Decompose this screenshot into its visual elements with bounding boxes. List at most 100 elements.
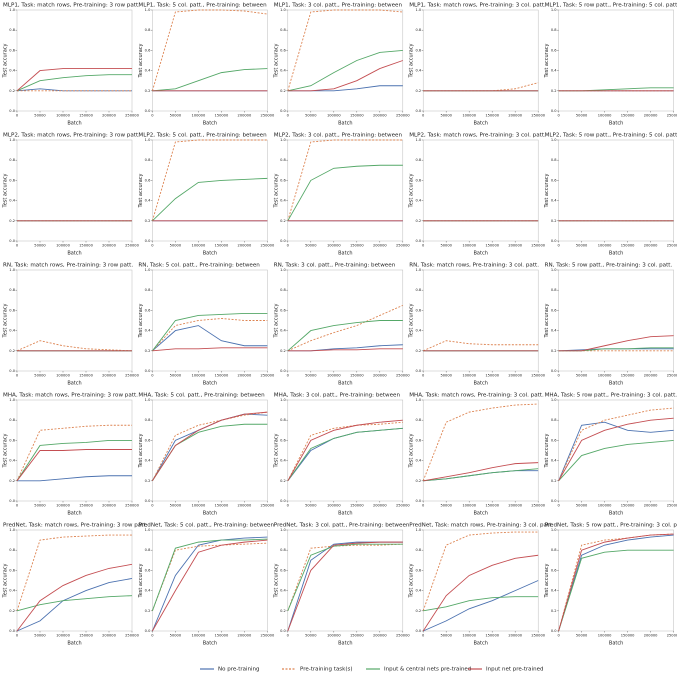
y-tick-label: 0.2 xyxy=(551,219,557,223)
x-tick-label: 150000 xyxy=(79,374,93,378)
y-tick-label: 0.6 xyxy=(9,568,15,572)
series-line xyxy=(16,74,132,92)
y-tick-label: 0.0 xyxy=(551,629,557,633)
y-tick-label: 1.0 xyxy=(9,398,15,402)
x-tick-label: 100000 xyxy=(56,504,70,508)
x-tick-label: 150000 xyxy=(79,114,93,118)
x-tick-label: 0 xyxy=(16,374,19,378)
y-tick-label: 0.8 xyxy=(415,28,421,32)
y-tick-label: 0.8 xyxy=(9,158,15,162)
y-tick-label: 1.0 xyxy=(415,528,421,532)
y-tick-label: 0.2 xyxy=(9,89,15,93)
series-line xyxy=(558,407,674,481)
chart-title: PredNet, Task: match rows, Pre-training:… xyxy=(409,523,553,529)
y-axis-label: Test accuracy xyxy=(138,303,144,338)
x-tick-label: 250000 xyxy=(531,374,545,378)
y-tick-label: 0.8 xyxy=(145,548,151,552)
y-tick-label: 0.4 xyxy=(9,329,15,333)
x-tick-label: 200000 xyxy=(508,634,522,638)
y-tick-label: 1.0 xyxy=(9,528,15,532)
series-line xyxy=(151,536,268,632)
x-axis-label: Batch xyxy=(338,121,352,127)
y-tick-label: 0.8 xyxy=(415,418,421,422)
x-tick-label: 150000 xyxy=(485,634,499,638)
x-tick-label: 0 xyxy=(287,504,290,508)
x-axis-label: Batch xyxy=(67,641,81,647)
series-line xyxy=(423,82,539,92)
y-axis-label: Test accuracy xyxy=(544,303,550,338)
x-tick-label: 150000 xyxy=(215,374,229,378)
y-tick-label: 0.6 xyxy=(145,308,151,312)
y-tick-label: 0.8 xyxy=(145,288,151,292)
chart-title: MLP2, Task: match rows, Pre-training: 3 … xyxy=(3,133,140,139)
x-tick-label: 250000 xyxy=(125,504,139,508)
x-tick-label: 0 xyxy=(151,634,154,638)
y-tick-label: 1.0 xyxy=(9,138,15,142)
y-tick-label: 1.0 xyxy=(9,8,15,12)
x-tick-label: 250000 xyxy=(261,504,275,508)
x-tick-label: 150000 xyxy=(350,504,364,508)
y-tick-label: 0.2 xyxy=(280,349,286,353)
y-tick-label: 0.2 xyxy=(280,89,286,93)
x-tick-label: 200000 xyxy=(238,114,252,118)
x-tick-label: 50000 xyxy=(170,634,182,638)
x-tick-label: 150000 xyxy=(485,244,499,248)
x-tick-label: 150000 xyxy=(485,504,499,508)
legend-label: No pre-training xyxy=(218,667,260,673)
x-tick-label: 250000 xyxy=(531,634,545,638)
series-line xyxy=(152,318,268,352)
x-tick-label: 250000 xyxy=(261,114,275,118)
plot-frame xyxy=(558,529,674,632)
plot-frame xyxy=(558,9,674,112)
y-tick-label: 0.0 xyxy=(9,369,15,373)
y-tick-label: 0.2 xyxy=(145,349,151,353)
plot-frame xyxy=(422,139,539,242)
y-tick-label: 1.0 xyxy=(280,268,286,272)
x-tick-label: 250000 xyxy=(125,634,139,638)
y-tick-label: 0.6 xyxy=(551,438,557,442)
y-axis-label: Test accuracy xyxy=(544,43,550,78)
x-tick-label: 50000 xyxy=(576,634,588,638)
y-tick-label: 1.0 xyxy=(145,8,151,12)
x-tick-label: 250000 xyxy=(125,244,139,248)
y-tick-label: 0.2 xyxy=(415,349,421,353)
y-tick-label: 0.2 xyxy=(551,609,557,613)
x-tick-label: 100000 xyxy=(327,634,341,638)
x-tick-label: 0 xyxy=(557,244,560,248)
x-tick-label: 200000 xyxy=(102,504,116,508)
y-tick-label: 0.6 xyxy=(551,178,557,182)
series-line xyxy=(287,421,403,482)
x-tick-label: 100000 xyxy=(462,634,476,638)
y-tick-label: 0.6 xyxy=(145,178,151,182)
y-tick-label: 0.2 xyxy=(9,219,15,223)
x-tick-label: 200000 xyxy=(373,634,387,638)
y-tick-label: 0.4 xyxy=(280,199,286,203)
y-tick-label: 0.0 xyxy=(415,109,421,113)
x-tick-label: 200000 xyxy=(238,634,252,638)
series-line xyxy=(558,335,674,352)
y-tick-label: 0.4 xyxy=(415,459,421,463)
y-tick-label: 0.8 xyxy=(280,158,286,162)
y-tick-label: 0.0 xyxy=(415,369,421,373)
y-tick-label: 0.4 xyxy=(551,199,557,203)
y-tick-label: 0.0 xyxy=(551,369,557,373)
series-line xyxy=(152,177,268,222)
y-axis-label: Test accuracy xyxy=(409,303,415,338)
y-axis-label: Test accuracy xyxy=(138,173,144,208)
legend-label: Input net pre-trained xyxy=(486,667,543,673)
x-tick-label: 100000 xyxy=(598,634,612,638)
y-tick-label: 0.0 xyxy=(145,369,151,373)
x-tick-label: 150000 xyxy=(485,114,499,118)
x-axis-label: Batch xyxy=(609,511,623,517)
y-axis-label: Test accuracy xyxy=(3,43,9,78)
series-line xyxy=(287,164,403,222)
series-line xyxy=(287,9,403,91)
x-tick-label: 50000 xyxy=(440,374,452,378)
x-tick-label: 0 xyxy=(151,374,154,378)
x-axis-label: Batch xyxy=(609,381,623,387)
x-tick-label: 200000 xyxy=(644,114,658,118)
series-line xyxy=(287,139,403,221)
series-line xyxy=(422,554,539,632)
chart-title: RN, Task: 5 col. patt., Pre-training: be… xyxy=(138,263,260,269)
y-tick-label: 0.4 xyxy=(551,589,557,593)
